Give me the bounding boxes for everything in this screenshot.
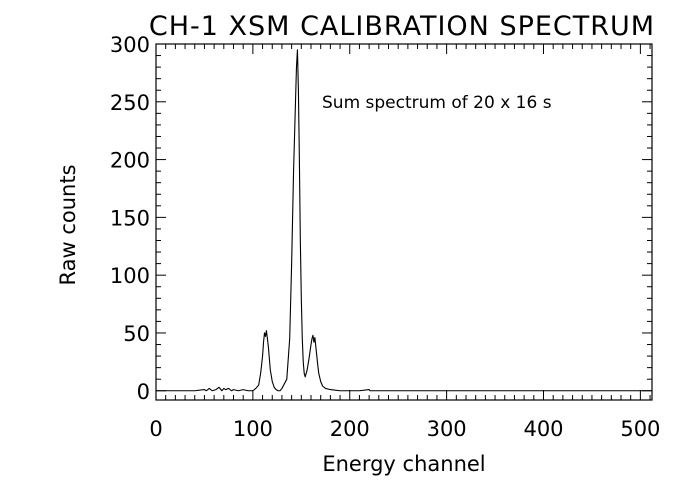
y-tick-label: 150 [110,206,150,230]
plot-frame [155,43,653,401]
y-axis-label: Raw counts [56,164,80,285]
y-tick-label: 0 [137,380,150,404]
x-tick-label: 0 [149,417,162,441]
axis-tick-labels: 0 100 200 300 400 500 0 50 100 150 200 250 300 [110,33,661,441]
x-tick-label: 300 [427,417,467,441]
y-tick-label: 250 [110,91,150,115]
x-tick-label: 500 [620,417,660,441]
x-tick-label: 400 [523,417,563,441]
x-tick-label: 100 [233,417,273,441]
chart-annotation: Sum spectrum of 20 x 16 s [322,93,552,113]
axis-ticks [155,43,652,400]
spectrum-line [156,49,652,392]
x-axis-label: Energy channel [322,452,485,476]
x-tick-label: 200 [330,417,370,441]
y-tick-label: 200 [110,149,150,173]
y-tick-label: 100 [110,264,150,288]
y-tick-label: 50 [123,322,150,346]
y-tick-label: 300 [110,33,150,57]
chart-title: CH-1 XSM CALIBRATION SPECTRUM [149,11,655,42]
